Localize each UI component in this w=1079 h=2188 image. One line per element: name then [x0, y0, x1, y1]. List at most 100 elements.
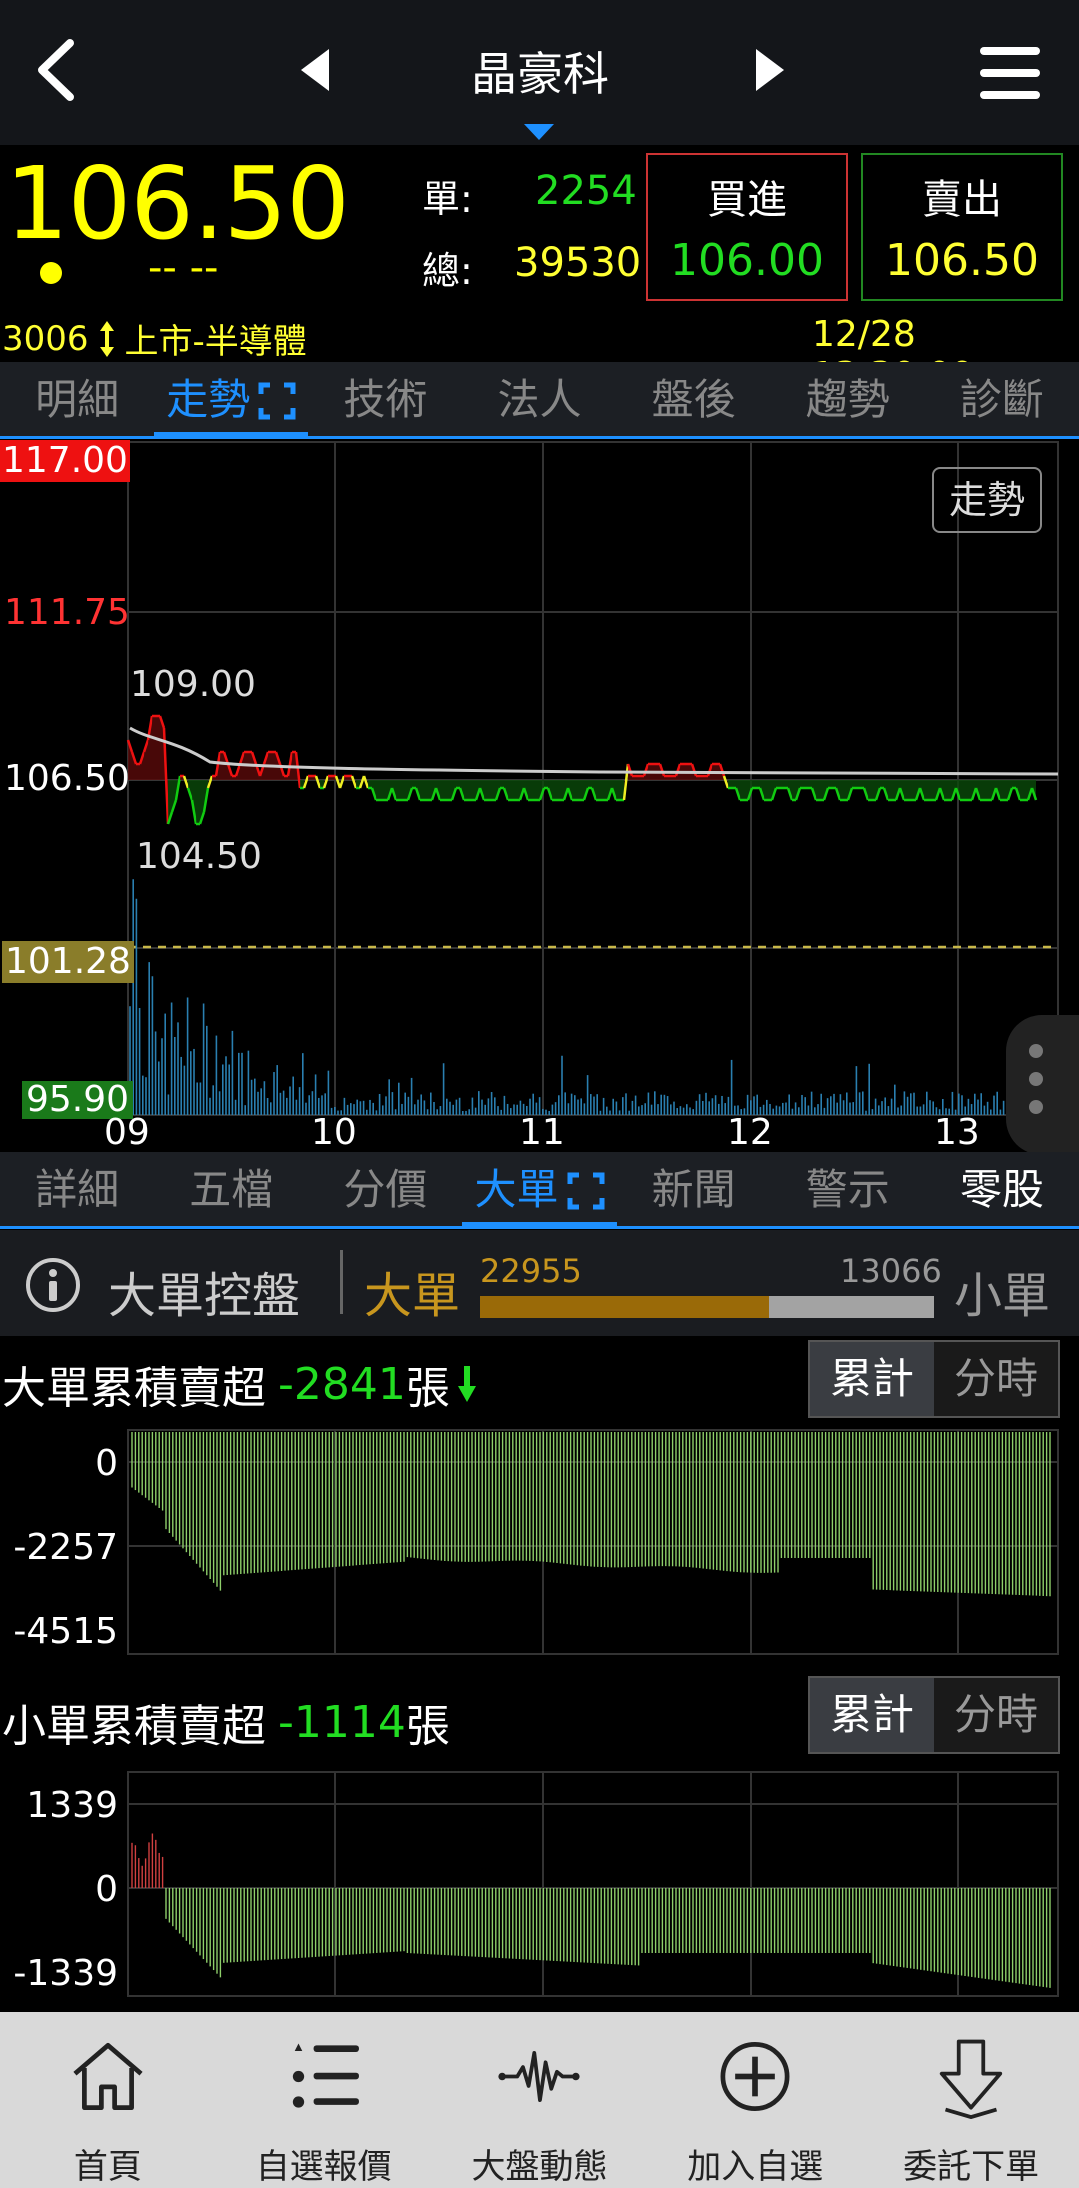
big-order-label: 大單 [364, 1268, 461, 1324]
single-volume-label: 單: [422, 177, 473, 221]
main-tab-label: 法人 [497, 375, 582, 424]
summary-divider [340, 1250, 343, 1314]
nav-item-3[interactable]: 加入自選 [647, 2012, 863, 2188]
big-cum-value: -2841 [278, 1358, 406, 1410]
sub-tabs-divider [0, 1226, 1079, 1229]
main-tab-label: 盤後 [651, 375, 736, 424]
hamburger-menu-icon [980, 46, 1040, 99]
main-tab-1[interactable]: 走勢 [154, 362, 309, 438]
small-cum-toggle: 累計 分時 [808, 1676, 1061, 1754]
main-tab-2[interactable]: 技術 [308, 362, 462, 438]
sub-tab-1[interactable]: 五檔 [154, 1152, 308, 1228]
next-stock-button[interactable] [745, 40, 795, 100]
price-dot [40, 262, 62, 284]
ratio-bar [480, 1296, 934, 1318]
big-cum-btn-intraday[interactable]: 分時 [954, 1354, 1039, 1403]
info-circle-icon[interactable] [24, 1256, 82, 1314]
main-tab-0[interactable]: 明細 [0, 362, 154, 438]
x-label: 13 [934, 1112, 980, 1153]
triangle-left-icon [301, 49, 329, 91]
main-tab-4[interactable]: 盤後 [617, 362, 771, 438]
small-cum-title: 小單累積賣超 [2, 1701, 266, 1752]
stock-code: 3006 [2, 318, 89, 359]
total-volume-label: 總: [422, 249, 473, 293]
sub-tab-label: 警示 [805, 1165, 890, 1214]
nav-item-2[interactable]: 大盤動態 [432, 2012, 648, 2188]
nav-item-4[interactable]: 委託下單 [863, 2012, 1079, 2188]
sub-tab-4[interactable]: 新聞 [617, 1152, 771, 1228]
expand-icon[interactable] [567, 1172, 605, 1210]
cum-y-label: -4515 [13, 1611, 118, 1652]
nav-item-label: 加入自選 [687, 2147, 824, 2187]
small-cum-title-row: 小單累積賣超 -1114 張 [2, 1690, 450, 1754]
stock-market: 上市-半導體 [124, 322, 307, 362]
cum-y-label: 1339 [26, 1785, 118, 1826]
cum-y-label: 0 [95, 1443, 118, 1484]
nav-item-label: 首頁 [73, 2147, 142, 2187]
tabs-divider [0, 436, 1079, 439]
small-cum-value: -1114 [278, 1696, 406, 1748]
small-cum-btn-intraday[interactable]: 分時 [954, 1690, 1039, 1739]
big-cum-title: 大單累積賣超 [2, 1363, 266, 1414]
big-cum-title-row: 大單累積賣超 -2841 張 [2, 1352, 476, 1416]
order-down-icon [939, 2039, 1003, 2119]
cum-y-label: 0 [95, 1869, 118, 1910]
main-tab-label: 趨勢 [805, 375, 890, 424]
big-cum-chart: 0 -2257 -4515 [13, 1429, 1059, 1655]
back-button[interactable] [20, 30, 90, 110]
nav-item-label: 大盤動態 [471, 2147, 608, 2187]
main-tab-5[interactable]: 趨勢 [771, 362, 925, 438]
sub-tab-3[interactable]: 大單 [462, 1152, 617, 1228]
list-icon [292, 2043, 359, 2108]
sell-price: 106.50 [885, 235, 1039, 286]
bottom-nav: 首頁 自選報價 大盤動態 加入自選 委託下單 [0, 2012, 1079, 2188]
sell-button[interactable]: 賣出 106.50 [861, 153, 1063, 301]
buy-price: 106.00 [670, 235, 824, 286]
add-circle-icon [720, 2042, 790, 2111]
x-label: 12 [727, 1112, 773, 1153]
updown-arrow-icon [99, 320, 114, 357]
big-order-summary [0, 1230, 1079, 1336]
menu-button[interactable] [975, 35, 1045, 110]
main-tabs: 明細 走勢 技術 法人 盤後 趨勢 診斷 [0, 362, 1079, 438]
buy-label: 買進 [707, 177, 787, 223]
small-cum-unit: 張 [405, 1701, 450, 1752]
stock-name[interactable]: 晶豪科 [471, 47, 609, 101]
cum-y-label: -1339 [13, 1953, 118, 1994]
price-change: -- -- [148, 245, 219, 291]
buy-button[interactable]: 買進 106.00 [646, 153, 848, 301]
side-handle[interactable] [1006, 1015, 1079, 1155]
trend-mode-button[interactable]: 走勢 [932, 467, 1042, 533]
sub-tab-2[interactable]: 分價 [308, 1152, 462, 1228]
x-label: 11 [519, 1112, 565, 1153]
main-tab-3[interactable]: 法人 [462, 362, 616, 438]
low-price-label: 104.50 [136, 836, 262, 877]
nav-item-0[interactable]: 首頁 [0, 2012, 216, 2188]
sub-tab-label: 詳細 [35, 1165, 120, 1214]
trend-chart[interactable] [0, 440, 1079, 1152]
down-arrow-icon [457, 1366, 476, 1402]
single-volume-value: 2254 [535, 168, 637, 214]
sub-tab-0[interactable]: 詳細 [0, 1152, 154, 1228]
nav-item-1[interactable]: 自選報價 [216, 2012, 432, 2188]
small-cum-btn-cumulative[interactable]: 累計 [810, 1678, 935, 1752]
pulse-icon [498, 2051, 581, 2102]
prev-stock-button[interactable] [290, 40, 340, 100]
small-order-label: 小單 [954, 1268, 1051, 1324]
stock-info-row: 3006 上市-半導體 [2, 314, 307, 363]
y-label-bottom: 95.90 [22, 1081, 134, 1119]
main-tab-label: 技術 [343, 375, 428, 424]
sub-tab-6[interactable]: 零股 [925, 1152, 1079, 1228]
nav-item-label: 委託下單 [903, 2147, 1040, 2187]
main-tab-6[interactable]: 診斷 [925, 362, 1079, 438]
ratio-bar-fill [480, 1296, 770, 1318]
current-price: 106.50 [5, 145, 350, 262]
sub-tab-5[interactable]: 警示 [771, 1152, 925, 1228]
expand-icon[interactable] [258, 382, 296, 420]
y-label-top: 117.00 [0, 440, 130, 482]
sell-label: 賣出 [922, 177, 1002, 223]
high-price-label: 109.00 [130, 664, 256, 705]
big-order-value: 22955 [480, 1252, 582, 1290]
big-cum-btn-cumulative[interactable]: 累計 [810, 1342, 935, 1416]
sub-tab-label: 分價 [343, 1165, 428, 1214]
